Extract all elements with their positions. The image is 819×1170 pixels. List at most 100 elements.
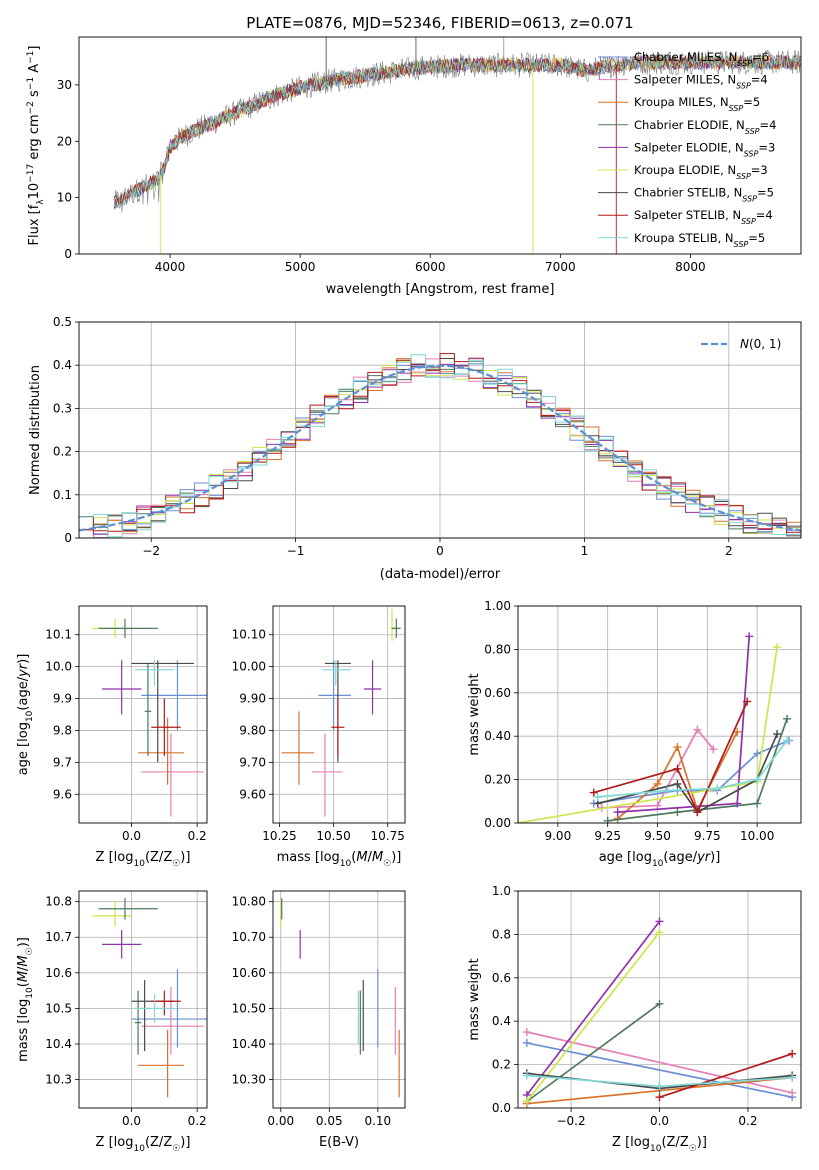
x-tick-label: 1 (581, 544, 589, 558)
legend-model: Kroupa ELODIE, N (634, 163, 736, 177)
label-part: s (27, 90, 42, 101)
label-part: λ (36, 199, 46, 205)
legend-sub: SSP (736, 81, 751, 90)
x-tick-label: 4000 (155, 260, 186, 274)
y-tick-label: 9.8 (53, 723, 72, 737)
label-part: ( (661, 1135, 666, 1150)
y-tick-label: 10.00 (232, 660, 266, 674)
label-part: Z [log (612, 1135, 650, 1150)
x-tick-label: 0.05 (316, 1114, 343, 1128)
y-tick-label: 9.7 (53, 755, 72, 769)
legend-model: Salpeter STELIB, N (634, 208, 741, 222)
axes-frame (272, 890, 406, 1109)
mass-vs-z-panel: 0.0 0.210.310.410.510.610.710.8Z [log10(Z… (16, 890, 208, 1154)
label-part: / (159, 850, 164, 865)
label-part: ☉ (383, 859, 391, 869)
legend-count: =5 (757, 186, 774, 200)
x-axis-label: E(B-V) (319, 1135, 359, 1150)
legend-sub: SSP (737, 59, 752, 68)
label-part: ☉ (172, 1144, 180, 1154)
errorbar-point (151, 698, 181, 756)
label-part: 10 (652, 859, 664, 869)
label-part: ( (145, 1135, 150, 1150)
series-line (597, 733, 778, 814)
histogram-layer (79, 353, 801, 538)
label-part: age (668, 850, 692, 865)
x-tick-label: 10.75 (371, 829, 405, 843)
y-tick-label: 9.6 (53, 787, 72, 801)
spectrum-model-kroupa-stelib (113, 54, 801, 210)
series-layer (522, 917, 797, 1108)
x-axis-label: age [log10(age/yr)] (599, 850, 721, 869)
label-part: / (693, 850, 698, 865)
label-part: ( (16, 706, 31, 711)
label-part: / (16, 676, 31, 681)
series-line (607, 718, 788, 822)
label-part: M (16, 971, 31, 982)
axes-frame (78, 605, 208, 824)
mass-weight-vs-z-panel: −0.2 0.0 0.20.00.20.40.60.81.0Z [log10(Z/Z… (467, 884, 802, 1154)
label-part: )] (391, 850, 401, 865)
x-tick-label: 7000 (545, 260, 576, 274)
legend-sub: SSP (741, 217, 756, 226)
x-tick-label: 0.10 (364, 1114, 391, 1128)
series-line (526, 1042, 793, 1099)
legend-count: =4 (760, 118, 777, 132)
legend-sub: SSP (742, 194, 757, 203)
legend-label: Salpeter ELODIE, NSSP=3 (634, 140, 775, 158)
x-axis-label: Z [log10(Z/Z☉)] (612, 1135, 707, 1154)
errorbar-point (322, 660, 351, 686)
legend-model: Kroupa STELIB, N (634, 231, 734, 245)
y-tick-label: 0 (64, 531, 72, 545)
series-line (526, 931, 661, 1103)
errorbar-point (392, 618, 401, 638)
legend-count: =6 (752, 50, 769, 64)
y-tick-label: 10.60 (232, 966, 266, 980)
label-part: Z (163, 1135, 172, 1150)
y-tick-label: 9.70 (239, 755, 266, 769)
label-part: / (368, 850, 373, 865)
label-part: Z [log (96, 1135, 134, 1150)
errorbar-point (134, 994, 175, 1023)
label-part: 10 (650, 1144, 662, 1154)
x-axis-label: wavelength [Angstrom, rest frame] (326, 282, 555, 297)
legend-sub: SSP (734, 239, 749, 248)
label-part: ☉ (25, 947, 35, 955)
label-part: M (372, 850, 383, 865)
y-axis-label: Normed distribution (28, 365, 43, 495)
label-part: yr (696, 850, 712, 865)
errorbar-point (98, 898, 158, 920)
errorbar-point (151, 990, 181, 1016)
label-part: −1 (26, 51, 36, 64)
series-line (526, 920, 661, 1096)
errorbar-point (101, 930, 142, 959)
label-part: ( (16, 982, 31, 987)
y-tick-label: 0.4 (492, 1014, 511, 1028)
label-part: mass [log (277, 850, 340, 865)
mass-vs-ebv-panel: 0.00 0.05 0.10 10.30 10.40 10.50 10.60 10.70 10.… (232, 890, 406, 1150)
x-tick-label: 8000 (675, 260, 706, 274)
y-tick-label: 9.80 (239, 723, 266, 737)
legend-model: Chabrier MILES, N (634, 50, 737, 64)
errorbar-point (141, 660, 207, 731)
x-tick-label: 0.2 (188, 829, 207, 843)
age-vs-mass-panel: 10.25 10.50 10.75 9.60 9.70 9.80 9.90 10.00 10.1… (232, 605, 406, 869)
figure-title: PLATE=0876, MJD=52346, FIBERID=0613, z=0… (246, 14, 633, 32)
errorbar-point (363, 660, 382, 715)
y-axis-label: mass [log10(M/M☉)] (16, 937, 35, 1062)
label-part: E(B-V) (319, 1135, 359, 1150)
y-tick-label: 10.40 (232, 1037, 266, 1051)
errorbar-point (101, 660, 142, 715)
label-part: −2 (26, 101, 36, 114)
label-part: erg cm (27, 114, 42, 163)
label-part: )] (710, 850, 720, 865)
label-part: )] (697, 1135, 707, 1150)
x-tick-label: 0.0 (122, 829, 141, 843)
y-tick-label: 0.60 (484, 686, 511, 700)
y-tick-label: 10.80 (232, 895, 266, 909)
legend-part: N (740, 337, 749, 351)
legend-model: Salpeter MILES, N (634, 73, 736, 87)
